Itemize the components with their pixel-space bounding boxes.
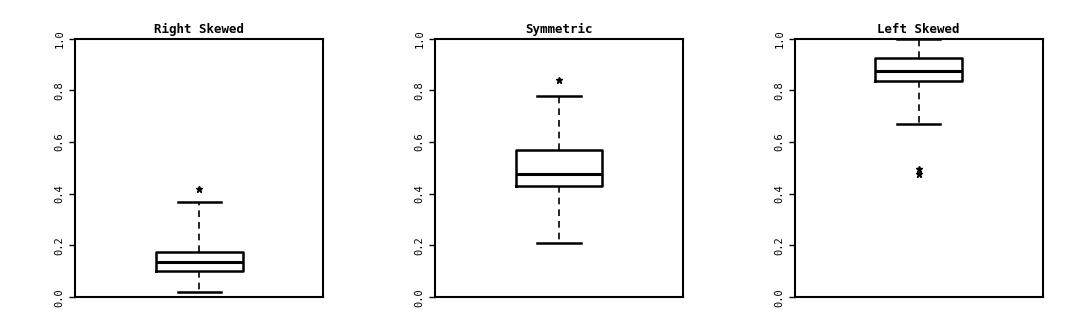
Title: Right Skewed: Right Skewed	[155, 23, 244, 36]
Title: Left Skewed: Left Skewed	[877, 23, 960, 36]
Title: Symmetric: Symmetric	[526, 23, 592, 36]
